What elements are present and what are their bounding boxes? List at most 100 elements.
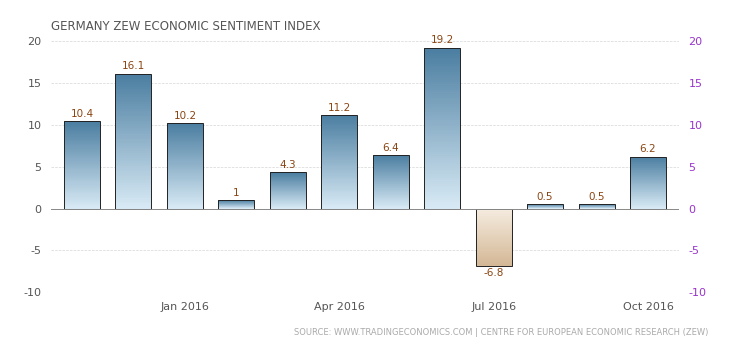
Bar [64,202,100,203]
Bar [373,155,409,156]
Bar [424,57,460,59]
Bar [270,192,306,193]
Bar [64,203,100,204]
Bar [167,173,203,174]
Bar [424,132,460,134]
Bar [630,188,666,189]
Bar [630,185,666,186]
Bar [321,122,357,123]
Bar [115,97,151,99]
Bar [321,182,357,183]
Bar [630,199,666,200]
Bar [167,206,203,207]
Bar [321,144,357,145]
Bar [270,172,306,173]
Text: 10.4: 10.4 [70,109,93,119]
Bar [424,176,460,178]
Bar [424,184,460,186]
Bar [424,48,460,208]
Bar [476,208,512,209]
Bar [476,241,512,242]
Bar [373,206,409,207]
Bar [373,205,409,206]
Bar [424,154,460,156]
Bar [373,190,409,191]
Bar [115,102,151,104]
Bar [321,180,357,182]
Bar [167,168,203,169]
Bar [64,177,100,178]
Bar [321,187,357,189]
Text: 6.4: 6.4 [383,143,399,153]
Bar [64,126,100,127]
Bar [424,59,460,62]
Bar [373,164,409,165]
Bar [476,236,512,237]
Bar [373,193,409,194]
Bar [373,191,409,192]
Bar [321,139,357,140]
Bar [424,190,460,192]
Bar [424,64,460,66]
Bar [115,192,151,193]
Bar [476,252,512,253]
Bar [321,167,357,169]
Bar [167,153,203,154]
Bar [321,174,357,176]
Bar [373,178,409,179]
Bar [115,85,151,87]
Bar [373,192,409,193]
Bar [167,191,203,192]
Text: SOURCE: WWW.TRADINGECONOMICS.COM | CENTRE FOR EUROPEAN ECONOMIC RESEARCH (ZEW): SOURCE: WWW.TRADINGECONOMICS.COM | CENTR… [293,328,708,337]
Bar [64,141,100,142]
Bar [115,124,151,126]
Bar [476,222,512,223]
Bar [115,109,151,110]
Bar [424,182,460,184]
Bar [321,130,357,131]
Bar [167,198,203,199]
Bar [476,227,512,228]
Bar [321,137,357,138]
Bar [115,101,151,102]
Bar [630,207,666,208]
Bar [321,136,357,137]
Bar [167,170,203,171]
Bar [630,156,666,157]
Bar [115,150,151,151]
Bar [476,212,512,213]
Bar [424,94,460,96]
Bar [321,200,357,202]
Bar [64,134,100,135]
Bar [630,195,666,196]
Bar [64,140,100,141]
Bar [424,55,460,57]
Bar [321,166,357,167]
Bar [64,188,100,189]
Bar [167,175,203,176]
Bar [630,175,666,176]
Bar [373,186,409,187]
Bar [321,125,357,126]
Bar [270,204,306,205]
Bar [373,165,409,166]
Bar [321,115,357,208]
Bar [64,205,100,206]
Bar [321,123,357,124]
Bar [115,202,151,203]
Bar [167,162,203,163]
Bar [115,190,151,192]
Bar [476,258,512,259]
Bar [64,130,100,131]
Bar [321,149,357,150]
Bar [321,138,357,139]
Bar [321,159,357,160]
Bar [321,198,357,199]
Bar [64,129,100,130]
Bar [424,140,460,142]
Bar [476,239,512,240]
Bar [64,185,100,186]
Bar [373,163,409,164]
Bar [115,180,151,182]
Bar [167,182,203,183]
